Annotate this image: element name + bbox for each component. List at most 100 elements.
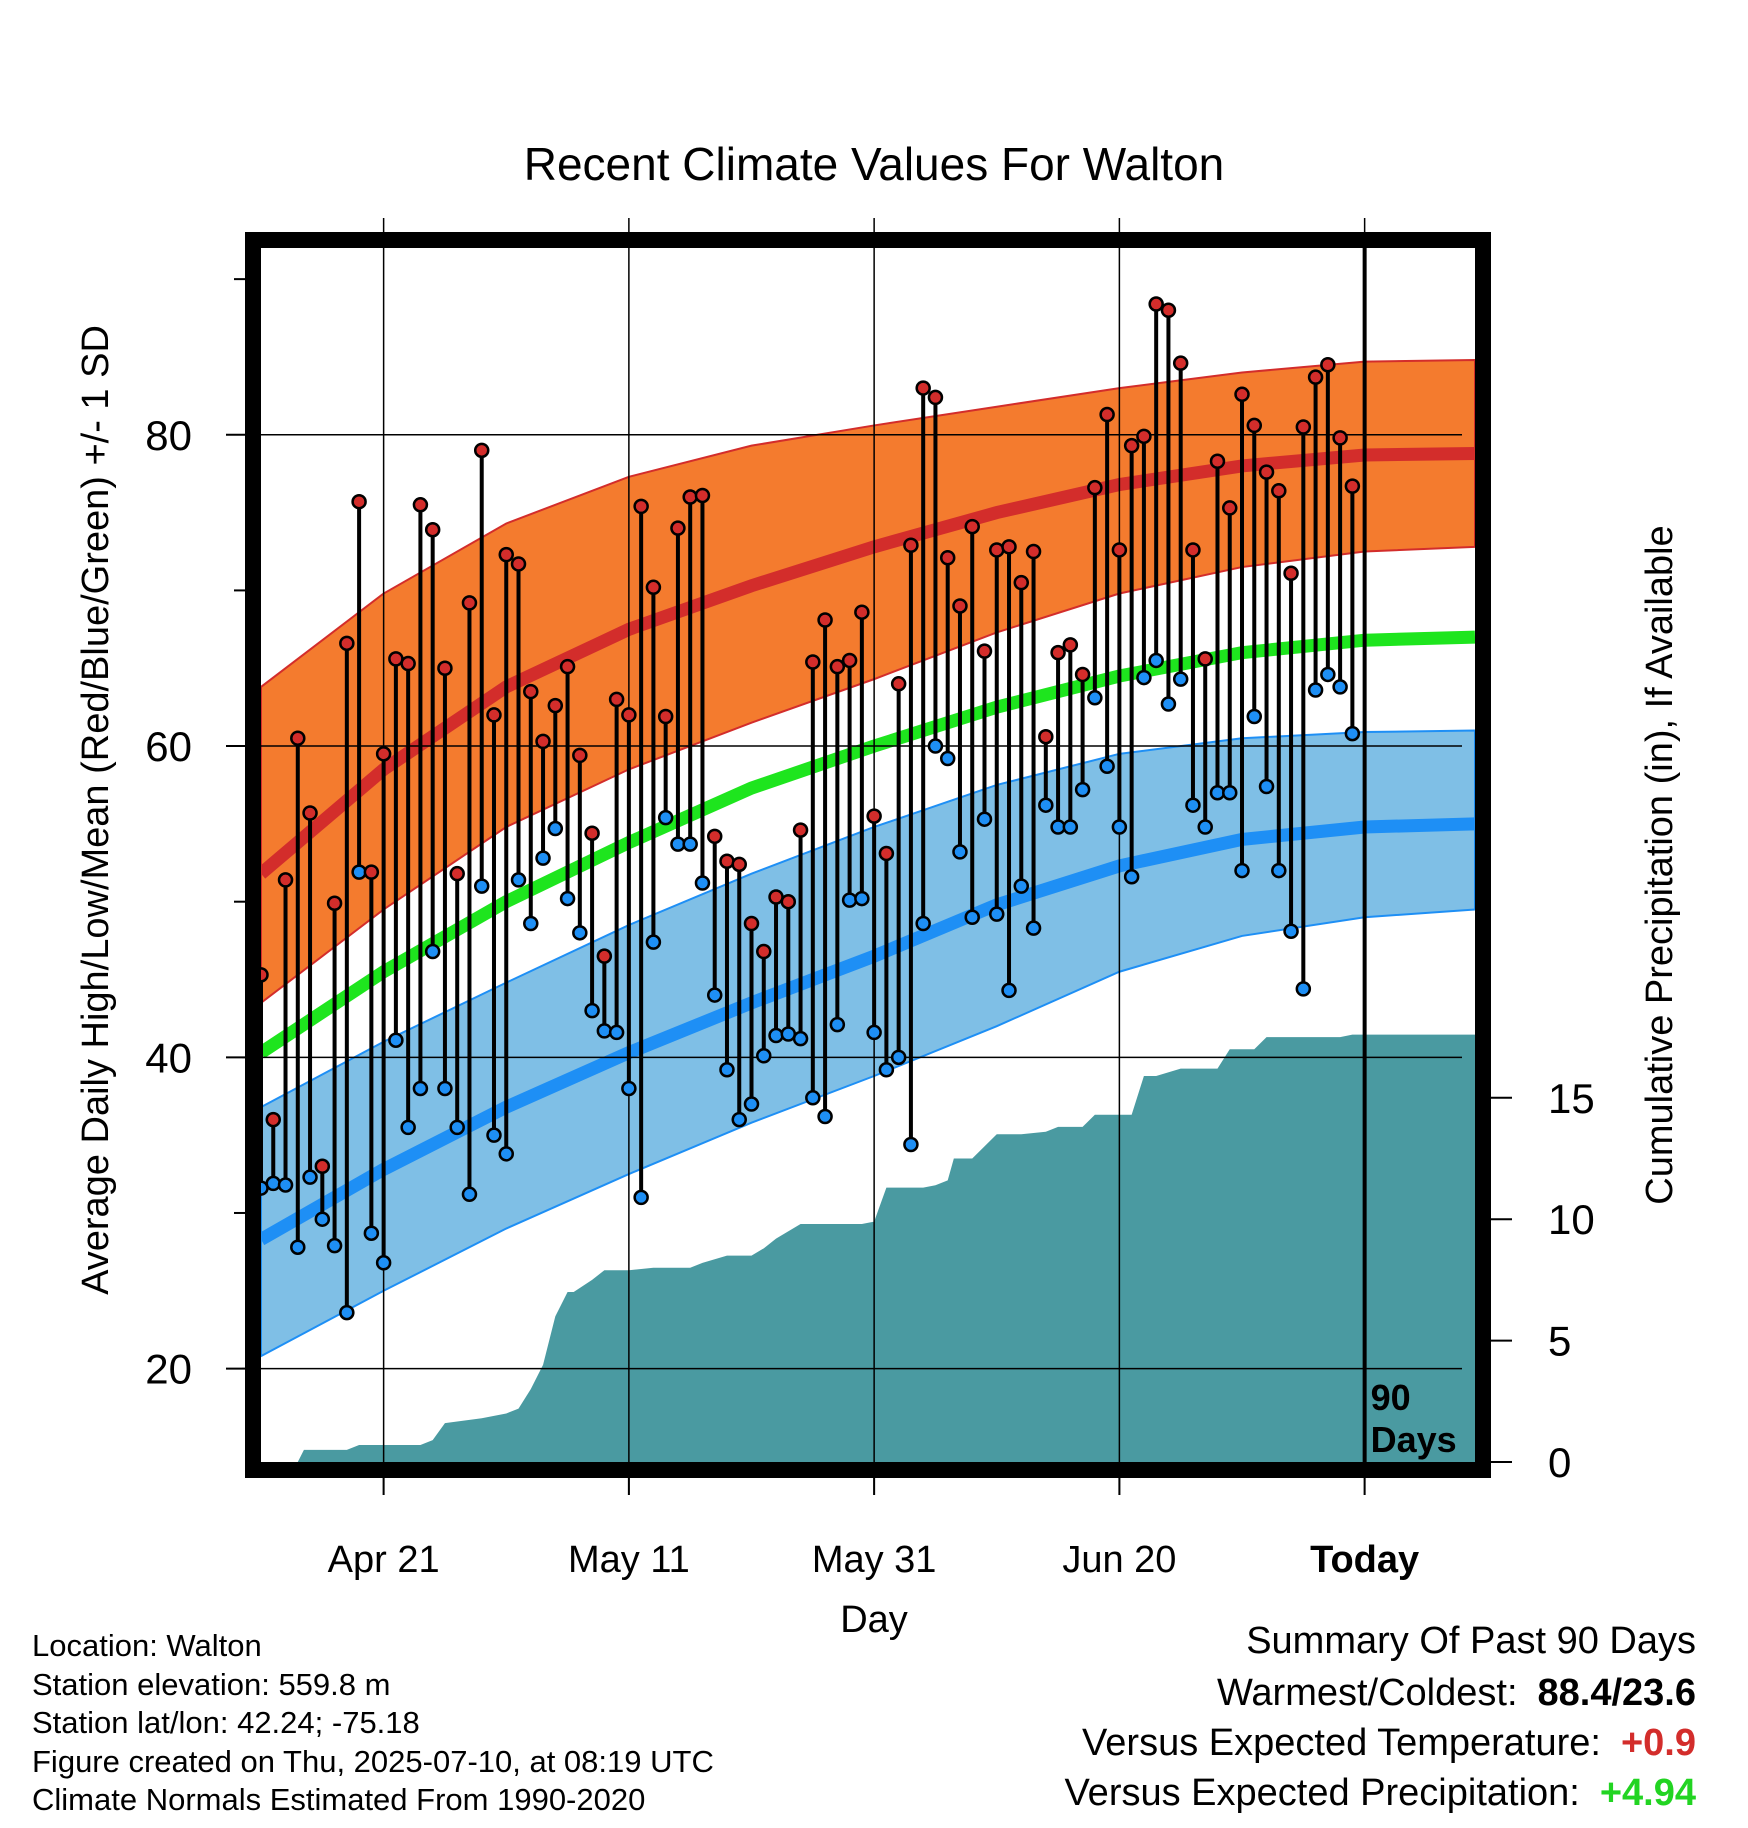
x-tick-label: Today xyxy=(1310,1539,1419,1581)
daily-low-point xyxy=(952,844,968,860)
daily-high-point xyxy=(915,380,931,396)
x-tick-label: May 31 xyxy=(812,1539,937,1581)
daily-high-point xyxy=(1001,539,1017,555)
summary-precip-value: +4.94 xyxy=(1599,1772,1696,1814)
daily-low-point xyxy=(1172,671,1189,687)
daily-low-point xyxy=(1013,878,1030,894)
daily-high-point xyxy=(939,549,956,566)
daily-high-point xyxy=(633,498,649,515)
daily-high-point xyxy=(694,487,711,504)
daily-low-point xyxy=(756,1048,772,1064)
x-tick-label: Jun 20 xyxy=(1062,1539,1176,1581)
low-normal-band xyxy=(261,729,1475,1358)
daily-low-point xyxy=(682,836,698,852)
daily-low-point xyxy=(878,1062,895,1078)
daily-high-point xyxy=(743,915,760,932)
daily-low-point xyxy=(841,892,858,908)
daily-high-point xyxy=(780,893,797,910)
daily-high-point xyxy=(1136,428,1152,445)
daily-low-point xyxy=(939,750,956,767)
daily-low-point xyxy=(1136,669,1152,686)
daily-low-point xyxy=(339,1304,355,1321)
daily-low-point xyxy=(1197,819,1213,835)
daily-high-point xyxy=(1197,651,1213,667)
daily-high-point xyxy=(375,746,392,762)
daily-low-point xyxy=(473,878,490,894)
daily-low-point xyxy=(535,850,551,866)
summary-temp-row: Versus Expected Temperature: +0.9 xyxy=(1082,1722,1696,1765)
daily-high-point xyxy=(1295,419,1312,435)
daily-low-point xyxy=(915,915,931,932)
daily-high-point xyxy=(682,489,698,505)
daily-high-point xyxy=(1160,302,1177,319)
high-normal-band xyxy=(261,359,1475,1005)
daily-high-point xyxy=(1013,574,1030,591)
daily-high-point xyxy=(756,943,772,960)
summary-temp-label: Versus Expected Temperature: xyxy=(1082,1722,1601,1764)
daily-low-point xyxy=(388,1032,404,1048)
daily-low-point xyxy=(1234,862,1250,879)
daily-high-point xyxy=(1025,543,1042,560)
daily-low-point xyxy=(559,890,576,907)
daily-high-point xyxy=(1332,430,1348,446)
daily-high-point xyxy=(424,521,441,538)
daily-low-point xyxy=(989,906,1005,922)
daily-low-point xyxy=(1332,679,1348,695)
daily-low-point xyxy=(1246,708,1263,725)
daily-low-point xyxy=(792,1030,809,1047)
daily-high-point xyxy=(535,733,551,750)
x-tick-label: Apr 21 xyxy=(328,1539,440,1581)
daily-low-point xyxy=(1271,862,1287,879)
daily-low-point xyxy=(572,925,588,941)
chart-title: Recent Climate Values For Walton xyxy=(524,138,1225,190)
daily-high-point xyxy=(952,598,968,614)
y-right-tick-label: 10 xyxy=(1548,1196,1595,1243)
y-right-tick-label: 0 xyxy=(1548,1439,1571,1486)
daily-high-point xyxy=(1234,386,1250,403)
daily-low-point xyxy=(547,820,564,837)
daily-high-point xyxy=(400,655,416,672)
daily-high-point xyxy=(1271,483,1287,499)
daily-low-point xyxy=(424,943,441,960)
daily-high-point xyxy=(817,612,833,628)
daily-high-point xyxy=(854,604,870,620)
daily-high-point xyxy=(964,518,980,535)
daily-low-point xyxy=(437,1080,453,1097)
daily-high-point xyxy=(302,805,318,821)
daily-low-point xyxy=(890,1049,907,1066)
daily-low-point xyxy=(645,934,662,950)
daily-low-point xyxy=(903,1136,919,1153)
daily-low-point xyxy=(584,1002,600,1019)
daily-high-point xyxy=(927,389,944,406)
daily-low-point xyxy=(1111,819,1128,835)
daily-high-point xyxy=(1172,355,1189,371)
daily-low-point xyxy=(1087,690,1103,706)
today-marker-label: Days xyxy=(1371,1419,1457,1460)
daily-high-point xyxy=(265,1111,282,1128)
footer-created: Figure created on Thu, 2025-07-10, at 08… xyxy=(32,1744,714,1779)
summary-warm-cold-value: 88.4/23.6 xyxy=(1537,1672,1696,1714)
daily-high-point xyxy=(473,442,490,459)
daily-high-point xyxy=(1344,478,1361,494)
daily-low-point xyxy=(375,1255,392,1271)
daily-high-point xyxy=(412,497,429,513)
daily-high-point xyxy=(1050,644,1066,661)
daily-high-point xyxy=(437,660,453,676)
daily-low-point xyxy=(927,738,944,754)
daily-high-point xyxy=(1148,296,1164,312)
x-axis-label: Day xyxy=(840,1599,908,1641)
daily-low-point xyxy=(412,1080,429,1097)
daily-high-point xyxy=(1185,542,1201,558)
today-marker-label: 90 xyxy=(1371,1377,1411,1418)
daily-low-point xyxy=(854,890,870,907)
daily-low-point xyxy=(277,1177,294,1193)
daily-high-point xyxy=(486,707,502,723)
daily-low-point xyxy=(694,875,711,891)
daily-low-point xyxy=(768,1027,784,1044)
footer-location: Location: Walton xyxy=(32,1628,262,1663)
y-right-tick-label: 5 xyxy=(1548,1318,1571,1365)
daily-low-point xyxy=(964,909,980,926)
daily-high-point xyxy=(1087,479,1103,496)
